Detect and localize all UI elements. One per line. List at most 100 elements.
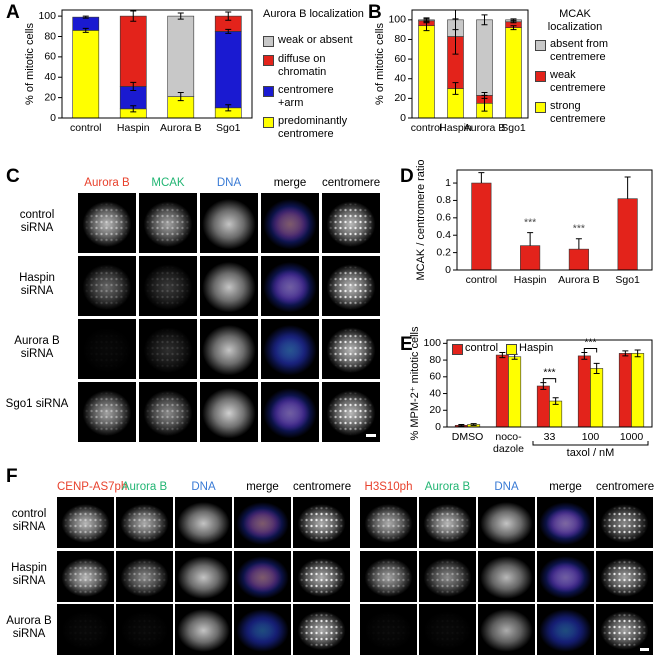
micrograph-signal (234, 604, 291, 655)
micrograph-signal (78, 319, 136, 379)
error-bar (481, 91, 488, 99)
micrograph (419, 497, 476, 548)
x-tick-label: Haspin (116, 122, 150, 134)
x-tick-label: 1000 (619, 431, 644, 443)
micrograph-signal (78, 382, 136, 442)
bar (568, 248, 589, 271)
micrograph (537, 497, 594, 548)
micrograph (175, 604, 232, 655)
plot-frame (61, 9, 253, 119)
bar (631, 353, 645, 428)
y-tick-label: 40 (429, 387, 441, 399)
micrograph (293, 497, 350, 548)
error-bar (423, 17, 430, 23)
significance-label: *** (524, 216, 536, 228)
micrograph (234, 551, 291, 602)
micrograph-spots (360, 497, 417, 548)
legend-label: control (465, 342, 499, 354)
micrograph (360, 551, 417, 602)
micrograph-spots (139, 319, 197, 379)
legend-label: diffuse on chromatin (278, 53, 327, 78)
micrograph-signal (419, 551, 476, 602)
y-tick-label: 80 (429, 354, 441, 366)
error-bar (510, 18, 517, 22)
column-header: DNA (494, 481, 519, 493)
column-header: centromere (293, 481, 352, 493)
error-bar (177, 92, 184, 102)
y-tick-label: 0 (445, 264, 451, 276)
micrograph (78, 382, 136, 442)
legend-swatch (263, 117, 274, 128)
micrograph-signal (360, 551, 417, 602)
error-bar (130, 105, 137, 113)
row-label: Aurora B siRNA (6, 615, 52, 641)
micrograph-signal (537, 497, 594, 548)
x-tick-label: Aurora B (558, 274, 600, 286)
error-bar (499, 352, 506, 359)
x-tick-label: control (69, 122, 102, 134)
error-bar (458, 423, 465, 427)
x-tick-label: Aurora B (160, 122, 202, 134)
error-bar (624, 176, 631, 199)
significance-label: *** (543, 366, 555, 378)
bar-segment (418, 25, 435, 119)
error-bar (177, 12, 184, 20)
micrograph-signal (139, 193, 197, 253)
micrograph-spots (78, 382, 136, 442)
micrograph-signal (419, 604, 476, 655)
bar (617, 198, 638, 271)
micrograph (537, 604, 594, 655)
legend-label: absent from centremere (550, 38, 609, 63)
micrograph (596, 551, 653, 602)
bar (471, 182, 492, 271)
micrograph-spots (78, 319, 136, 379)
panel-letter: A (6, 2, 20, 23)
micrograph-signal (478, 551, 535, 602)
error-bar (225, 28, 232, 34)
y-tick-label: 1 (445, 177, 451, 189)
micrograph (261, 319, 319, 379)
micrograph-spots (139, 382, 197, 442)
micrograph-signal (261, 382, 319, 442)
legend-swatch (263, 86, 274, 97)
column-header: merge (273, 177, 307, 189)
legend-label: weak centremere (550, 69, 606, 94)
micrograph (293, 551, 350, 602)
group-label: taxol / nM (566, 447, 615, 459)
micrograph (57, 497, 114, 548)
micrograph (322, 256, 380, 316)
row-label: control siRNA (11, 508, 47, 534)
panel-letter: E (400, 334, 413, 355)
micrograph (478, 604, 535, 655)
micrograph-spots (360, 604, 417, 655)
bar (618, 353, 632, 428)
micrograph (261, 382, 319, 442)
bar (520, 245, 541, 271)
x-tick-label: DMSO (451, 431, 484, 443)
micrograph-signal (139, 319, 197, 379)
micrograph-spots (596, 551, 653, 602)
micrograph-spots (419, 551, 476, 602)
panel-letter: B (368, 2, 382, 23)
bar (549, 400, 563, 428)
micrograph-spots (596, 604, 653, 655)
micrograph-signal (175, 551, 232, 602)
micrograph-signal (139, 382, 197, 442)
legend-label: strong centremere (550, 100, 606, 125)
micrograph (116, 551, 173, 602)
column-header: DNA (191, 481, 216, 493)
micrograph-signal (537, 551, 594, 602)
significance-label: *** (573, 222, 585, 234)
bar-segment (167, 15, 195, 97)
micrograph-signal (537, 604, 594, 655)
micrograph-signal (360, 497, 417, 548)
column-header: merge (246, 481, 279, 493)
column-header: CENP-AS7ph (57, 481, 128, 493)
bar-segment (214, 31, 242, 109)
micrograph (360, 497, 417, 548)
micrograph-signal (234, 604, 291, 655)
y-tick-label: 40 (394, 73, 406, 85)
bar-segment (119, 15, 147, 87)
